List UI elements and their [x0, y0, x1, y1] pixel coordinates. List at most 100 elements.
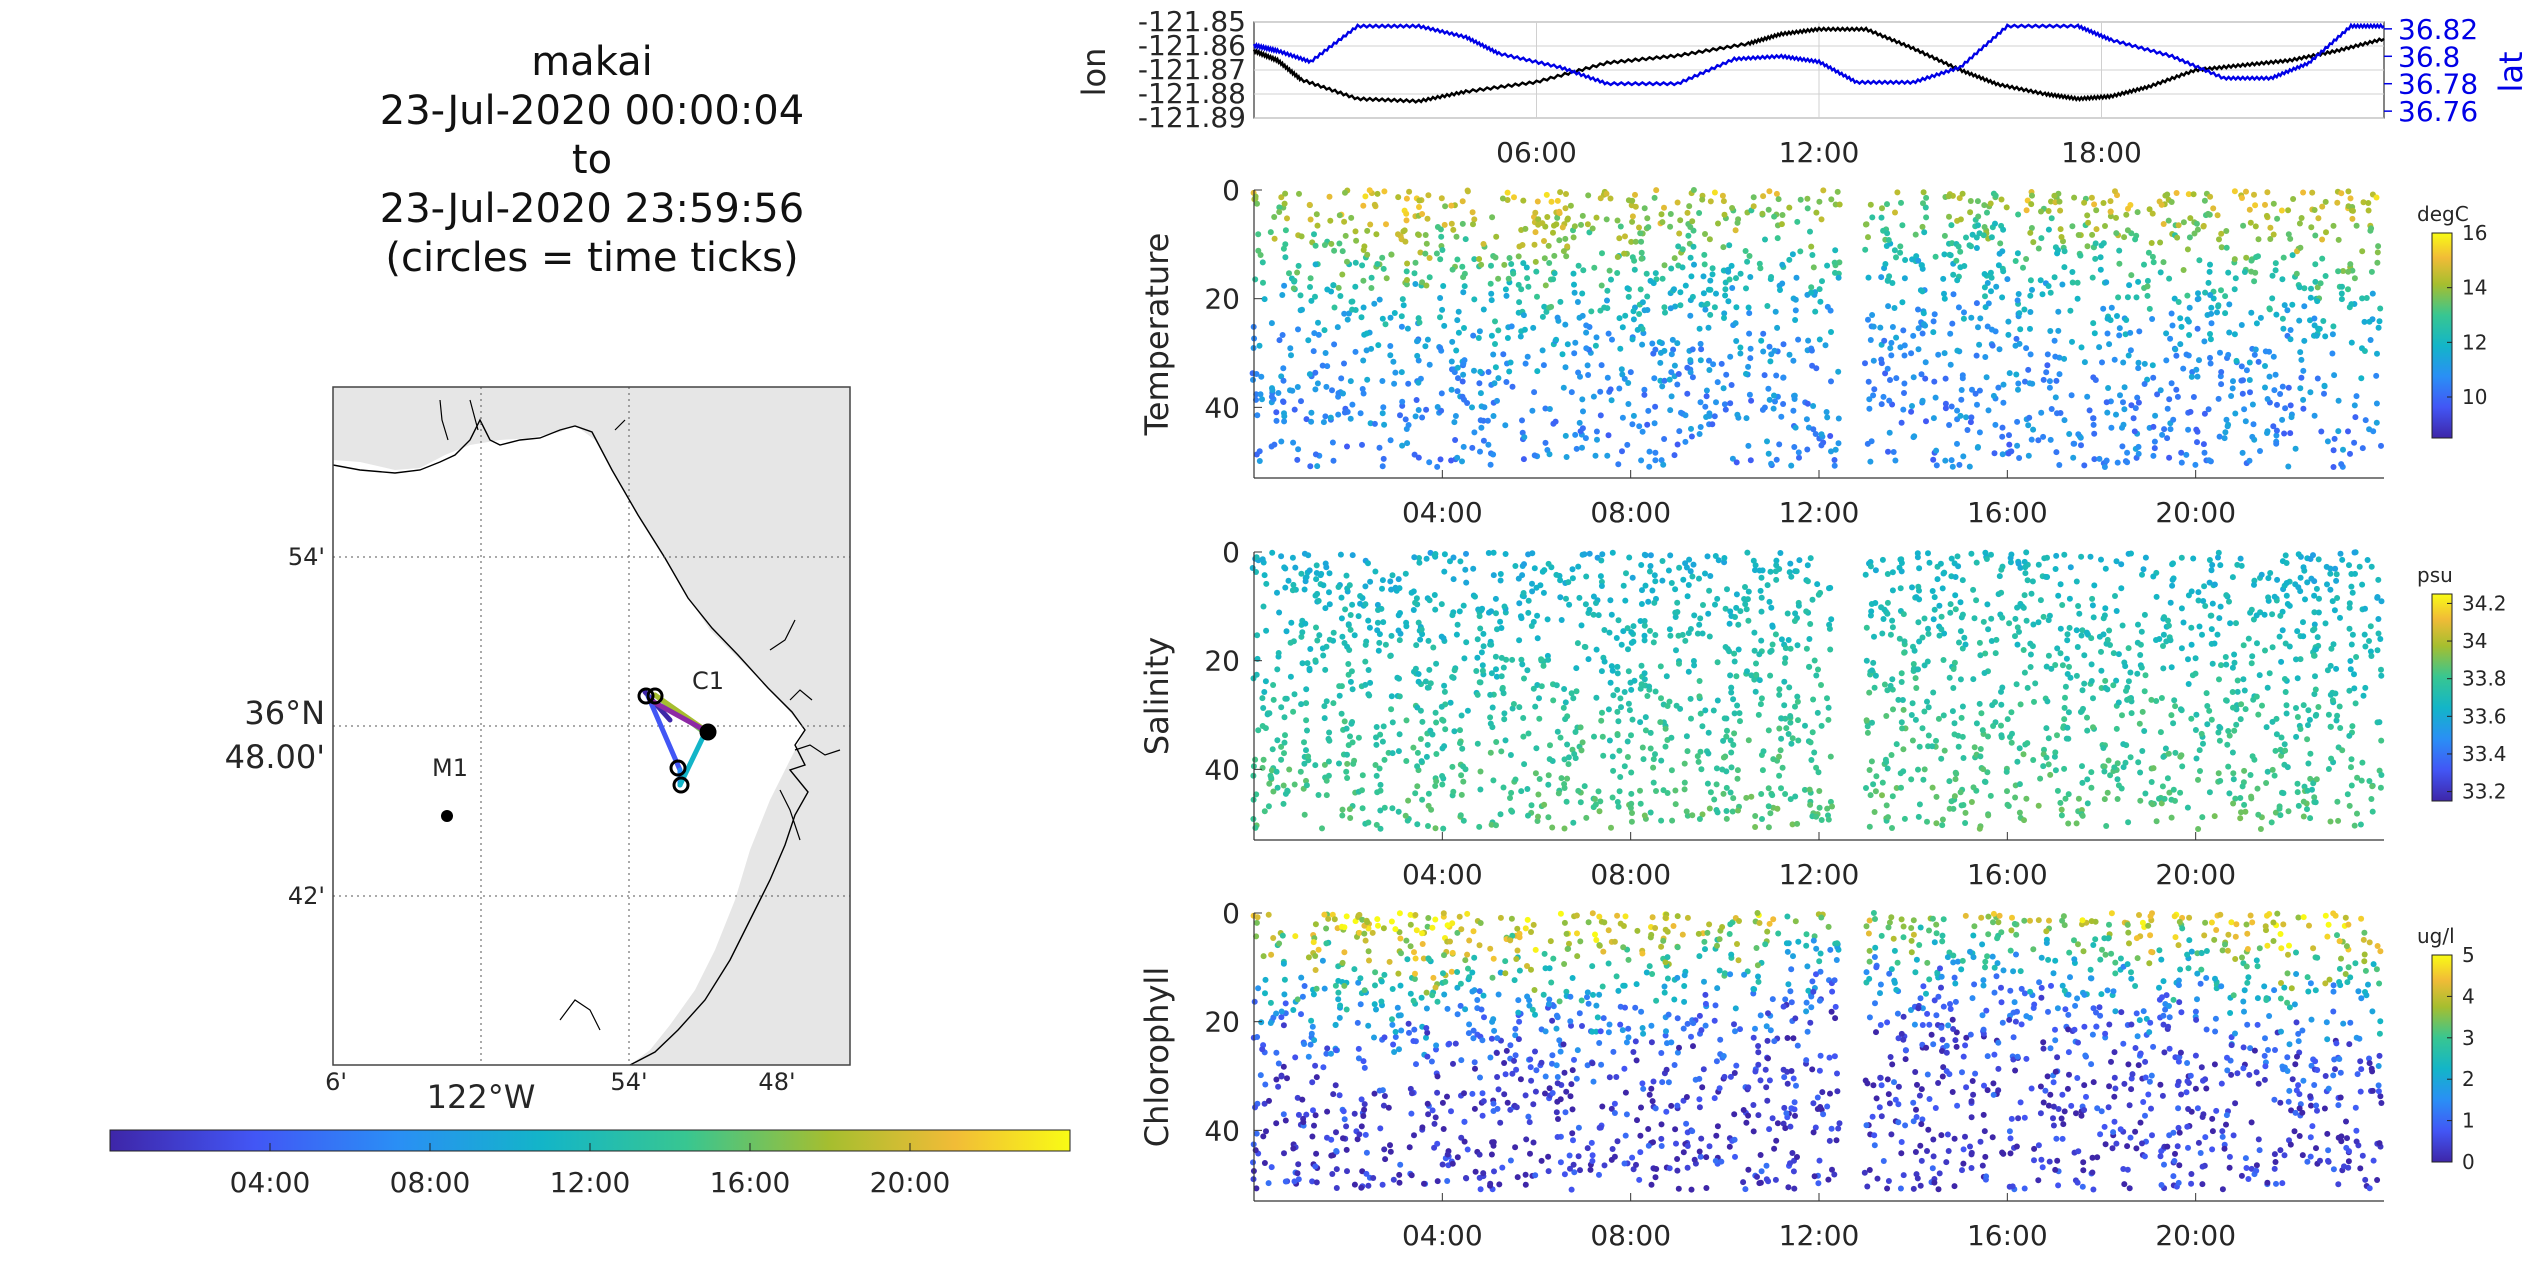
data-point: [1366, 957, 1372, 964]
data-point: [1499, 1164, 1506, 1171]
data-point: [1703, 387, 1710, 394]
data-point: [2054, 645, 2061, 652]
data-point: [1863, 717, 1870, 724]
data-point: [1390, 1041, 1397, 1048]
data-point: [2352, 700, 2359, 707]
data-point: [1703, 393, 1710, 400]
data-point: [2088, 678, 2095, 684]
data-point: [2150, 573, 2157, 580]
data-point: [2083, 629, 2090, 636]
data-point: [1696, 575, 1702, 582]
data-point: [2271, 772, 2278, 779]
data-point: [1915, 813, 1922, 820]
data-point: [1901, 352, 1908, 359]
data-point: [1540, 362, 1547, 369]
data-point: [1336, 1014, 1343, 1021]
data-point: [2301, 285, 2308, 292]
data-point: [2338, 290, 2345, 297]
data-point: [2339, 747, 2346, 754]
data-point: [1715, 220, 1721, 227]
data-point: [2139, 708, 2146, 715]
data-point: [2311, 592, 2318, 599]
data-point: [1676, 564, 1683, 571]
data-point: [2091, 201, 2098, 208]
data-point: [2187, 408, 2194, 415]
data-point: [1920, 189, 1927, 196]
data-point: [1667, 407, 1674, 414]
data-point: [1341, 718, 1348, 725]
data-point: [1604, 287, 1611, 294]
data-point: [1797, 196, 1804, 203]
data-point: [1450, 1060, 1456, 1067]
data-point: [1867, 792, 1874, 799]
data-point: [1560, 1041, 1567, 1048]
data-point: [1604, 297, 1610, 304]
data-point: [2294, 675, 2301, 682]
data-point: [1767, 810, 1774, 817]
data-point: [2334, 199, 2341, 206]
data-point: [1808, 347, 1815, 354]
data-point: [1614, 732, 1621, 739]
data-point: [2101, 464, 2108, 470]
data-point: [1863, 785, 1869, 791]
data-point: [1984, 209, 1990, 216]
data-point: [2327, 662, 2334, 669]
data-point: [1878, 604, 1885, 611]
data-point: [2059, 281, 2066, 288]
data-point: [1689, 218, 1696, 225]
data-point: [1502, 286, 1509, 293]
data-point: [1976, 700, 1983, 707]
data-point: [2377, 636, 2384, 642]
data-point: [1898, 560, 1905, 566]
data-point: [1367, 679, 1374, 686]
data-point: [1627, 805, 1634, 811]
data-point: [1819, 278, 1825, 285]
data-point: [1549, 824, 1556, 831]
data-point: [1438, 233, 1445, 240]
data-point: [1948, 798, 1955, 805]
data-point: [1476, 256, 1483, 262]
data-point: [2021, 558, 2028, 565]
data-point: [2208, 626, 2215, 633]
data-point: [1679, 264, 1686, 271]
data-point: [1507, 752, 1514, 758]
data-point: [1621, 763, 1628, 770]
data-point: [1355, 1055, 1362, 1062]
data-point: [2078, 442, 2084, 449]
data-point: [1381, 756, 1388, 763]
data-point: [1488, 332, 1495, 339]
data-point: [1338, 375, 1345, 382]
data-point: [1360, 304, 1367, 311]
data-point: [1776, 686, 1783, 693]
data-point: [1968, 414, 1975, 421]
data-point: [1461, 1090, 1467, 1097]
data-point: [1957, 676, 1964, 683]
data-point: [2228, 393, 2235, 399]
chlorophyll-points: [1250, 910, 2385, 1193]
data-point: [1287, 673, 1294, 680]
data-point: [1638, 457, 1645, 464]
data-point: [2164, 191, 2171, 198]
data-point: [1261, 689, 1268, 695]
data-point: [1549, 1090, 1556, 1096]
data-point: [1726, 242, 1733, 249]
data-point: [1795, 737, 1802, 744]
data-point: [2329, 350, 2336, 357]
data-point: [2261, 611, 2268, 618]
data-point: [1343, 913, 1350, 920]
data-point: [1517, 333, 1524, 340]
data-point: [1360, 202, 1367, 209]
data-point: [1973, 720, 1980, 727]
data-point: [2061, 551, 2068, 558]
data-point: [1559, 224, 1566, 231]
data-point: [1751, 647, 1758, 654]
data-point: [1432, 984, 1439, 991]
data-point: [1594, 436, 1600, 443]
data-point: [2229, 689, 2236, 695]
data-point: [1487, 749, 1494, 756]
data-point: [2098, 648, 2104, 655]
data-point: [1366, 692, 1373, 699]
data-point: [1879, 556, 1886, 563]
data-point: [1748, 793, 1755, 800]
data-point: [1463, 639, 1470, 646]
